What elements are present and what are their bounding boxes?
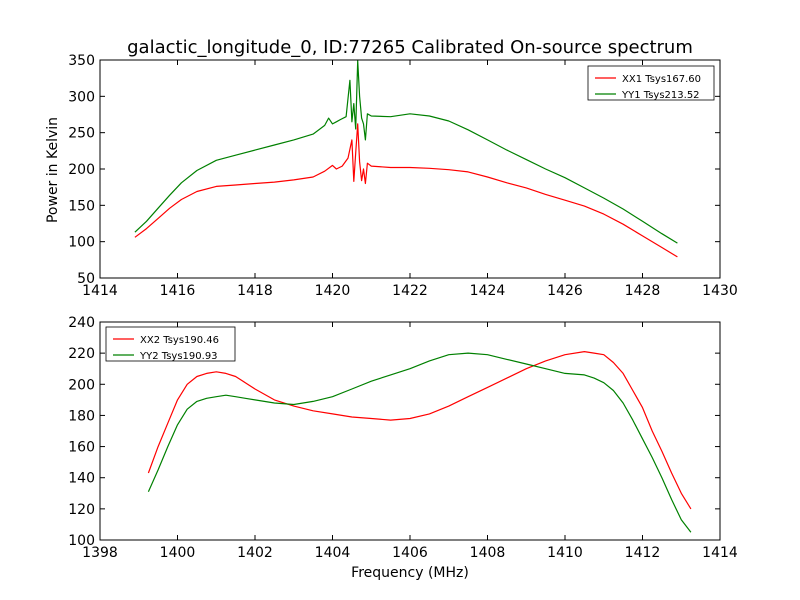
top-legend: XX1 Tsys167.60 YY1 Tsys213.52 [587, 65, 715, 101]
top-x-tick-label: 1416 [160, 283, 196, 299]
top-subplot: 1414 1416 1418 1420 1422 1424 1426 1428 1430 50 10… [68, 53, 738, 299]
bottom-x-tick-label: 1404 [315, 545, 351, 561]
bottom-x-axis-label: Frequency (MHz) [351, 565, 469, 581]
bottom-legend-label-1: XX2 Tsys190.46 [140, 335, 219, 346]
bottom-x-tick-label: 1410 [547, 545, 583, 561]
top-x-tick-label: 1422 [392, 283, 428, 299]
bottom-series-line-1 [147, 351, 692, 510]
bottom-legend: XX2 Tsys190.46 YY2 Tsys190.93 [105, 326, 236, 362]
top-x-tick-label: 1414 [82, 283, 118, 299]
bottom-series-line-2 [147, 352, 692, 533]
top-legend-label-2: YY1 Tsys213.52 [621, 90, 700, 101]
bottom-x-tick-label: 1398 [82, 545, 118, 561]
top-x-tick-label: 1430 [702, 283, 738, 299]
bottom-x-tick-label: 1402 [237, 545, 273, 561]
top-x-tick-label: 1428 [625, 283, 661, 299]
top-y-axis-label: Power in Kelvin [45, 117, 61, 223]
bottom-axes-frame [99, 321, 721, 541]
bottom-y-tick-label: 180 [68, 408, 95, 424]
bottom-x-tick-label: 1408 [470, 545, 506, 561]
top-y-tick-label: 200 [68, 162, 95, 178]
top-y-tick-label: 50 [77, 271, 95, 287]
bottom-y-tick-label: 120 [68, 502, 95, 518]
top-axes-frame [99, 59, 721, 279]
bottom-legend-label-2: YY2 Tsys190.93 [139, 351, 218, 362]
bottom-y-tick-label: 220 [68, 346, 95, 362]
top-series-line-2 [134, 60, 678, 244]
bottom-x-tick-label: 1400 [160, 545, 196, 561]
top-x-tick-label: 1424 [470, 283, 506, 299]
chart-title: galactic_longitude_0, ID:77265 Calibrate… [127, 37, 693, 58]
top-legend-label-1: XX1 Tsys167.60 [622, 74, 701, 85]
top-x-tick-label: 1426 [547, 283, 583, 299]
top-y-tick-label: 350 [68, 53, 95, 69]
bottom-y-tick-label: 200 [68, 377, 95, 393]
bottom-y-tick-label: 160 [68, 440, 95, 456]
top-x-tick-label: 1420 [315, 283, 351, 299]
top-x-tick-label: 1418 [237, 283, 273, 299]
bottom-subplot: 1398 1400 1402 1404 1406 1408 1410 1412 1414 100 1… [68, 315, 738, 561]
top-y-tick-label: 150 [68, 198, 95, 214]
bottom-y-tick-label: 100 [68, 533, 95, 549]
top-y-tick-label: 100 [68, 235, 95, 251]
bottom-x-tick-label: 1414 [702, 545, 738, 561]
bottom-y-tick-label: 240 [68, 315, 95, 331]
bottom-x-tick-label: 1406 [392, 545, 428, 561]
bottom-y-tick-label: 140 [68, 471, 95, 487]
top-series-line-1 [134, 123, 678, 258]
top-y-tick-label: 250 [68, 126, 95, 142]
top-y-tick-label: 300 [68, 89, 95, 105]
bottom-x-tick-label: 1412 [625, 545, 661, 561]
